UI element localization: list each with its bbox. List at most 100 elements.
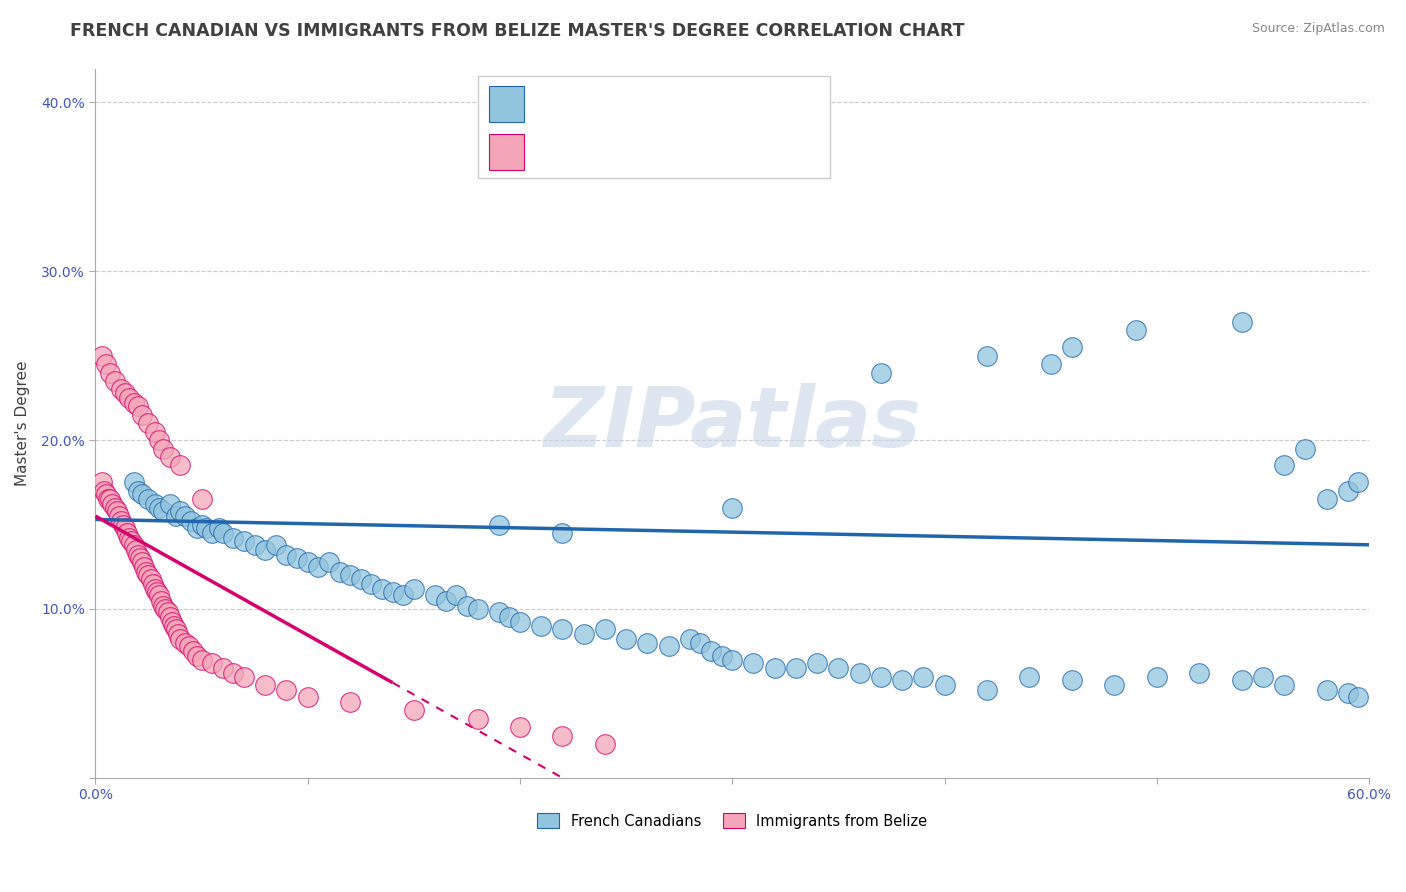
Point	[143, 582, 166, 596]
Point	[1060, 340, 1083, 354]
Point	[934, 678, 956, 692]
Point	[107, 509, 129, 524]
Text: ZIPatlas: ZIPatlas	[543, 383, 921, 464]
Point	[1347, 690, 1369, 704]
Point	[131, 487, 153, 501]
Point	[1337, 483, 1360, 498]
Point	[467, 602, 489, 616]
Point	[148, 433, 170, 447]
Point	[167, 627, 190, 641]
Point	[1347, 475, 1369, 490]
Point	[1272, 458, 1295, 473]
Text: R =: R =	[534, 145, 562, 160]
Point	[530, 619, 553, 633]
Point	[173, 636, 195, 650]
Point	[194, 521, 217, 535]
Point	[186, 521, 208, 535]
Point	[150, 593, 173, 607]
Point	[160, 615, 183, 630]
Point	[593, 737, 616, 751]
Point	[350, 572, 373, 586]
Point	[111, 517, 134, 532]
Point	[434, 593, 457, 607]
Point	[254, 678, 277, 692]
Point	[700, 644, 723, 658]
Point	[339, 695, 361, 709]
Point	[827, 661, 849, 675]
Point	[1272, 678, 1295, 692]
Point	[90, 349, 112, 363]
Point	[186, 649, 208, 664]
Point	[138, 568, 160, 582]
Point	[264, 538, 287, 552]
Point	[509, 720, 531, 734]
Point	[551, 526, 574, 541]
Text: -0.060: -0.060	[583, 96, 638, 111]
Point	[181, 644, 204, 658]
Text: -0.240: -0.240	[583, 145, 638, 160]
Point	[297, 690, 319, 704]
Point	[1039, 357, 1062, 371]
Point	[721, 500, 744, 515]
Point	[360, 576, 382, 591]
Point	[276, 683, 298, 698]
Point	[114, 385, 136, 400]
Point	[201, 526, 224, 541]
Point	[155, 602, 177, 616]
Point	[139, 572, 162, 586]
Point	[509, 615, 531, 630]
Point	[498, 610, 520, 624]
Point	[169, 632, 191, 647]
Bar	[489, 87, 524, 122]
Text: 78: 78	[724, 96, 745, 111]
Point	[152, 599, 174, 613]
Bar	[489, 135, 524, 170]
Point	[339, 568, 361, 582]
Point	[572, 627, 595, 641]
Point	[97, 492, 120, 507]
Point	[1146, 669, 1168, 683]
Point	[143, 425, 166, 439]
Point	[402, 703, 425, 717]
Point	[488, 606, 510, 620]
Point	[381, 585, 404, 599]
Point	[156, 606, 179, 620]
Text: R =: R =	[534, 96, 562, 111]
Point	[190, 517, 212, 532]
Point	[143, 497, 166, 511]
Point	[152, 442, 174, 456]
Point	[276, 548, 298, 562]
Point	[163, 619, 186, 633]
Point	[122, 538, 145, 552]
Point	[105, 504, 128, 518]
Point	[135, 565, 157, 579]
Point	[402, 582, 425, 596]
Point	[222, 666, 245, 681]
Point	[976, 349, 998, 363]
Point	[233, 534, 256, 549]
Point	[122, 475, 145, 490]
Point	[285, 551, 308, 566]
Point	[614, 632, 637, 647]
Point	[138, 492, 160, 507]
Point	[1230, 673, 1253, 687]
Point	[243, 538, 266, 552]
Point	[254, 542, 277, 557]
Point	[551, 729, 574, 743]
Point	[169, 504, 191, 518]
FancyBboxPatch shape	[478, 76, 830, 178]
Point	[233, 669, 256, 683]
Point	[307, 559, 329, 574]
Point	[467, 712, 489, 726]
Point	[763, 661, 786, 675]
Point	[98, 366, 121, 380]
Text: 68: 68	[724, 145, 745, 160]
Point	[1188, 666, 1211, 681]
Point	[446, 589, 468, 603]
Point	[94, 357, 117, 371]
Point	[173, 509, 195, 524]
Point	[1316, 492, 1339, 507]
Legend: French Canadians, Immigrants from Belize: French Canadians, Immigrants from Belize	[531, 807, 934, 834]
Point	[551, 622, 574, 636]
Point	[117, 526, 139, 541]
